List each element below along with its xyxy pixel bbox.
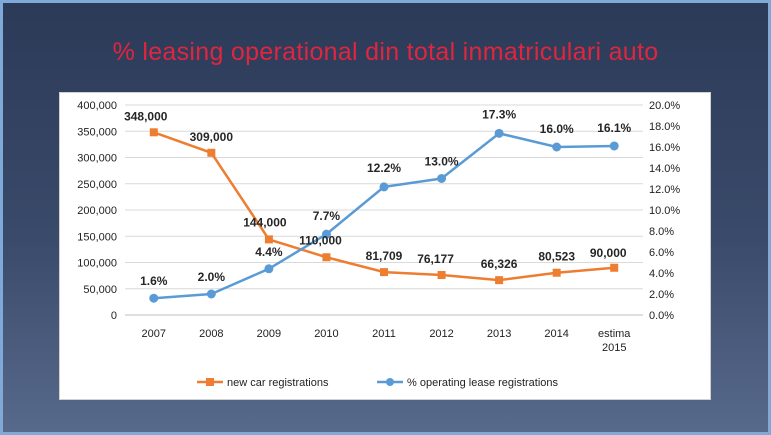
data-point-registrations — [380, 268, 388, 277]
data-label-registrations: 309,000 — [190, 130, 234, 144]
y-left-tick-label: 0 — [111, 310, 117, 322]
y-left-tick-label: 300,000 — [77, 153, 117, 165]
data-label-registrations: 90,000 — [590, 246, 627, 260]
data-point-lease-pct — [149, 293, 159, 303]
data-label-lease-pct: 4.4% — [255, 245, 283, 259]
y-left-tick-label: 200,000 — [77, 205, 117, 217]
data-point-lease-pct — [264, 264, 274, 274]
data-label-registrations: 144,000 — [243, 215, 287, 229]
y-left-tick-label: 150,000 — [77, 231, 117, 243]
y-right-tick-label: 2.0% — [649, 289, 674, 301]
data-label-lease-pct: 12.2% — [367, 161, 401, 175]
data-point-lease-pct — [609, 141, 619, 151]
y-right-tick-label: 18.0% — [649, 121, 680, 133]
data-label-lease-pct: 16.1% — [597, 121, 631, 135]
data-label-registrations: 81,709 — [366, 249, 403, 263]
data-point-registrations — [264, 235, 273, 244]
y-right-tick-label: 6.0% — [649, 247, 674, 259]
data-label-lease-pct: 7.7% — [313, 209, 341, 223]
data-point-lease-pct — [494, 128, 504, 138]
y-left-tick-label: 100,000 — [77, 258, 117, 270]
legend-label-registrations: new car registrations — [227, 377, 329, 389]
data-label-registrations: 66,326 — [481, 257, 518, 271]
data-point-registrations — [437, 271, 446, 280]
y-left-tick-label: 250,000 — [77, 179, 117, 191]
y-right-tick-label: 12.0% — [649, 184, 680, 196]
data-label-lease-pct: 2.0% — [198, 270, 226, 284]
y-left-tick-label: 400,000 — [77, 100, 117, 112]
slide-title: % leasing operational din total inmatric… — [112, 38, 659, 66]
combo-line-chart: 0 50,000 100,000 150,000 200,000 250,000 300,0… — [77, 100, 680, 389]
y-left-tick-label: 350,000 — [77, 126, 117, 138]
data-point-registrations — [149, 128, 158, 137]
x-tick-label: 2010 — [314, 328, 338, 340]
y-right-tick-label: 16.0% — [649, 142, 680, 154]
data-label-registrations: 76,177 — [417, 252, 454, 266]
legend-label-lease-pct: % operating lease registrations — [407, 377, 559, 389]
chart-panel: 0 50,000 100,000 150,000 200,000 250,000 300,0… — [59, 92, 711, 400]
y-right-tick-label: 14.0% — [649, 163, 680, 175]
data-point-registrations — [610, 263, 619, 272]
data-point-lease-pct — [206, 289, 216, 299]
data-label-lease-pct: 1.6% — [140, 274, 168, 288]
data-point-lease-pct — [379, 182, 389, 192]
x-tick-label: 2013 — [487, 328, 511, 340]
data-point-registrations — [552, 268, 561, 277]
x-tick-label: 2007 — [142, 328, 166, 340]
y-right-tick-label: 10.0% — [649, 205, 680, 217]
x-tick-label: 2012 — [429, 328, 453, 340]
data-label-lease-pct: 17.3% — [482, 107, 516, 121]
y-right-tick-label: 8.0% — [649, 226, 674, 238]
data-label-registrations: 348,000 — [124, 109, 168, 123]
y-right-tick-label: 0.0% — [649, 310, 674, 322]
y-left-tick-label: 50,000 — [83, 284, 117, 296]
legend-swatch-marker-2 — [386, 378, 394, 386]
y-right-tick-label: 20.0% — [649, 100, 680, 112]
y-right-tick-label: 4.0% — [649, 268, 674, 280]
data-point-lease-pct — [552, 142, 562, 152]
x-tick-label: 2009 — [257, 328, 281, 340]
x-tick-label: 2014 — [544, 328, 568, 340]
x-tick-label: 2015 — [602, 342, 626, 354]
data-label-lease-pct: 13.0% — [425, 155, 459, 169]
data-point-lease-pct — [437, 174, 447, 183]
data-point-registrations — [495, 276, 504, 285]
data-label-registrations: 110,000 — [299, 233, 342, 247]
x-tick-label: 2008 — [199, 328, 223, 340]
data-label-registrations: 80,523 — [538, 250, 575, 264]
data-point-registrations — [207, 148, 216, 157]
legend-swatch-marker-1 — [206, 378, 214, 386]
data-point-lease-pct — [321, 229, 331, 239]
data-label-lease-pct: 16.0% — [540, 122, 574, 136]
x-tick-label: 2011 — [372, 328, 396, 340]
data-point-registrations — [322, 253, 331, 262]
x-tick-label: estima — [598, 328, 631, 340]
